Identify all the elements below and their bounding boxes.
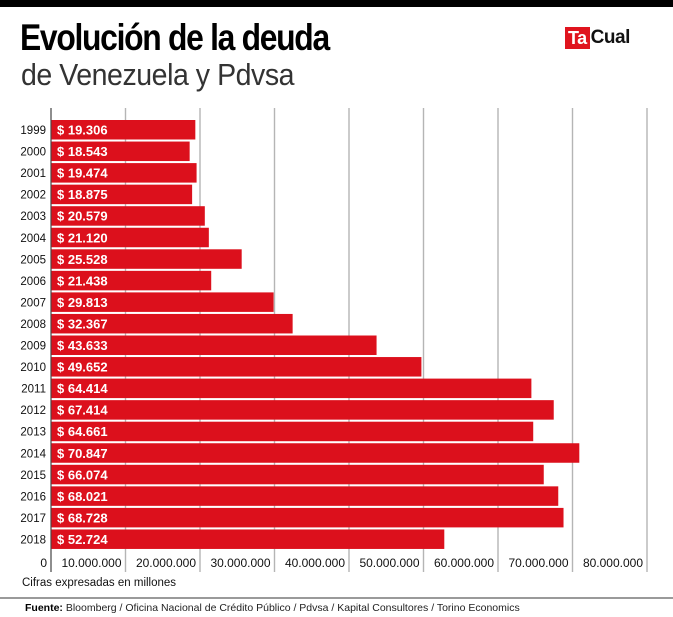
- chart-subtitle: de Venezuela y Pdvsa: [21, 57, 295, 92]
- year-label: 2007: [20, 297, 46, 309]
- top-black-bar: [0, 0, 673, 7]
- logo-part-ta: Ta: [565, 27, 590, 49]
- bar-value-label: $ 29.813: [57, 295, 108, 310]
- units-note: Cifras expresadas en millones: [22, 577, 177, 589]
- x-tick-label: 0: [40, 556, 47, 570]
- bar-2016: [51, 486, 559, 506]
- bar-value-label: $ 66.074: [57, 467, 108, 482]
- year-label: 2004: [20, 233, 46, 245]
- bar-2011: [51, 378, 532, 399]
- year-label: 1999: [20, 125, 46, 137]
- year-label: 2001: [20, 168, 46, 180]
- year-label: 2006: [20, 276, 46, 288]
- source-label: Fuente:: [25, 602, 63, 614]
- bar-2008: [51, 313, 293, 334]
- bar-value-label: $ 68.021: [57, 489, 108, 504]
- bar-2017: [51, 507, 564, 528]
- chart-title: Evolución de la deuda: [20, 17, 330, 58]
- x-tick-label: 50.000.000: [359, 556, 419, 570]
- bar-2007: [51, 292, 274, 312]
- bar-2015: [51, 464, 544, 485]
- bar-2005: [51, 249, 242, 269]
- year-label: 2015: [20, 470, 46, 482]
- bar-2003: [51, 206, 205, 226]
- bar-2001: [51, 163, 197, 183]
- bar-value-label: $ 19.474: [57, 166, 108, 181]
- bar-2012: [51, 400, 554, 420]
- bar-2013: [51, 421, 534, 442]
- year-label: 2013: [20, 427, 46, 439]
- bar-2018: [51, 529, 445, 549]
- x-tick-label: 40.000.000: [285, 556, 345, 570]
- year-label: 2008: [20, 319, 46, 331]
- year-labels: 1999 2000 2001 2002 2003 2004 2005 2006 2007 2008…: [20, 125, 46, 546]
- year-label: 2011: [21, 384, 46, 396]
- year-label: 2003: [20, 211, 46, 223]
- year-label: 2005: [20, 254, 46, 266]
- x-tick-labels: 0 10.000.000 20.000.000 30.000.000 40.000.00…: [40, 556, 643, 570]
- footer-divider: [0, 597, 673, 599]
- source-text: Bloomberg / Oficina Nacional de Crédito …: [62, 602, 520, 614]
- bar-value-label: $ 67.414: [57, 403, 108, 418]
- x-tick-label: 60.000.000: [434, 556, 494, 570]
- bar-value-label: $ 20.579: [57, 209, 108, 224]
- bar-value-label: $ 32.367: [57, 316, 108, 331]
- bar-2009: [51, 335, 377, 355]
- year-label: 2009: [20, 341, 46, 353]
- x-tick-label: 70.000.000: [508, 556, 568, 570]
- bar-2004: [51, 227, 209, 248]
- bar-value-label: $ 52.724: [57, 532, 108, 547]
- bar-value-label: $ 18.543: [57, 144, 108, 159]
- bar-value-label: $ 18.875: [57, 187, 108, 202]
- source-footer: Fuente: Bloomberg / Oficina Nacional de …: [25, 602, 520, 614]
- year-label: 2012: [20, 405, 46, 417]
- bar-2006: [51, 270, 212, 291]
- bar-value-label: $ 68.728: [57, 510, 108, 525]
- bar-value-label: $ 49.652: [57, 360, 108, 375]
- bar-value-label: $ 25.528: [57, 252, 108, 267]
- bar-value-label: $ 21.438: [57, 273, 108, 288]
- bar-2000: [51, 141, 190, 162]
- bars: [51, 120, 580, 549]
- bar-value-label: $ 64.414: [57, 381, 108, 396]
- x-tick-label: 10.000.000: [61, 556, 121, 570]
- x-tick-label: 30.000.000: [210, 556, 270, 570]
- year-label: 2016: [20, 491, 46, 503]
- bar-value-label: $ 43.633: [57, 338, 108, 353]
- x-tick-label: 20.000.000: [136, 556, 196, 570]
- year-label: 2002: [20, 190, 46, 202]
- bar-value-label: $ 64.661: [57, 424, 108, 439]
- year-label: 2000: [20, 147, 46, 159]
- bar-1999: [51, 120, 196, 140]
- year-label: 2010: [20, 362, 46, 374]
- bar-chart: 1999 2000 2001 2002 2003 2004 2005 2006 2007 2008…: [20, 108, 648, 572]
- year-label: 2018: [20, 534, 46, 546]
- year-label: 2017: [20, 513, 46, 525]
- logo-part-cual: Cual: [590, 27, 631, 48]
- year-label: 2014: [20, 448, 46, 460]
- bar-2002: [51, 184, 193, 205]
- bar-2010: [51, 357, 422, 377]
- bar-value-label: $ 19.306: [57, 123, 108, 138]
- value-labels: $ 19.306 $ 18.543 $ 19.474 $ 18.875 $ 20.579…: [57, 123, 108, 547]
- talcual-logo: Ta Cual: [565, 27, 630, 49]
- bar-2014: [51, 443, 580, 463]
- x-tick-label: 80.000.000: [583, 556, 643, 570]
- bar-value-label: $ 70.847: [57, 446, 108, 461]
- bar-value-label: $ 21.120: [57, 230, 108, 245]
